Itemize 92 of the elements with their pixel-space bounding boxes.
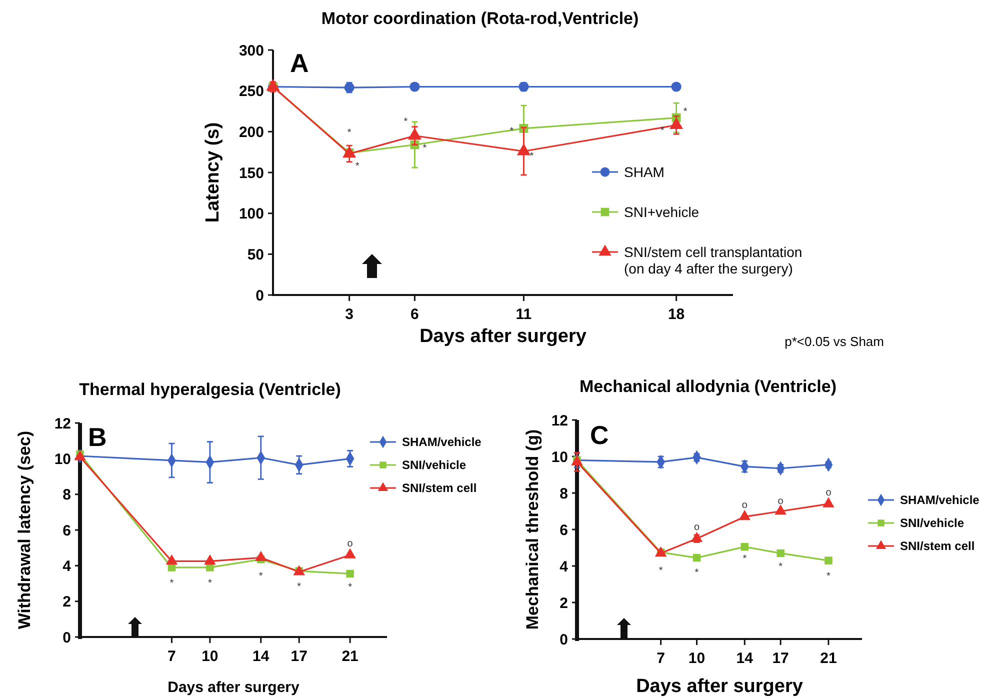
y-tick-label: 12	[54, 415, 71, 432]
y-tick-label: 10	[551, 448, 568, 466]
annotation: *	[355, 161, 360, 172]
x-axis-title: Days after surgery	[168, 679, 300, 696]
x-tick-label: 21	[820, 650, 837, 667]
y-axis-title: Withdrawal latency (sec)	[14, 430, 34, 630]
x-tick-label: 17	[772, 650, 789, 667]
legend-label: SNI/vehicle	[402, 458, 466, 472]
point	[204, 554, 216, 565]
x-tick-label: 18	[668, 306, 685, 323]
legend-label: SNI/stem cell	[402, 481, 477, 496]
legend-label: SHAM/vehicle	[402, 435, 482, 450]
chart-title: Motor coordination (Rota-rod,Ventricle)	[321, 9, 639, 28]
annotation: *	[658, 566, 663, 577]
y-tick-label: 2	[62, 594, 71, 611]
point	[738, 510, 751, 520]
y-axis-title: Mechanical threshold (g)	[522, 429, 542, 630]
annotation: o	[347, 538, 354, 550]
annotation: *	[348, 582, 352, 594]
x-tick-label: 6	[410, 306, 419, 323]
point	[822, 497, 834, 508]
annotation: *	[778, 562, 783, 573]
y-tick-label: 150	[238, 164, 264, 182]
y-tick-label: 0	[62, 629, 71, 646]
x-tick-label: 11	[516, 306, 532, 323]
legend-label: SNI+vehicle	[624, 204, 700, 220]
x-tick-label: 3	[345, 306, 354, 323]
annotation: *	[694, 567, 699, 578]
y-tick-label: 0	[560, 631, 568, 648]
text: p*<0.05 vs Sham	[784, 334, 884, 349]
point	[344, 548, 356, 558]
x-axis-title: Days after surgery	[420, 326, 587, 347]
y-tick-label: 8	[560, 485, 568, 502]
y-tick-label: 0	[256, 287, 264, 304]
annotation: *	[258, 570, 263, 582]
y-tick-label: 250	[238, 83, 264, 100]
y-tick-label: 100	[238, 206, 264, 223]
point	[740, 542, 749, 551]
annotation: B	[88, 422, 107, 452]
point	[776, 549, 784, 558]
annotation: *	[660, 126, 664, 137]
point	[774, 504, 786, 515]
x-tick-label: 10	[202, 648, 218, 665]
annotation: *	[170, 578, 174, 589]
annotation: o	[778, 496, 784, 507]
annotation: o	[694, 522, 700, 534]
y-axis-title: Latency (s)	[202, 122, 224, 223]
point	[824, 556, 832, 564]
annotation: *	[683, 106, 688, 118]
x-tick-label: 14	[736, 650, 754, 667]
annotation: o	[742, 500, 748, 512]
y-tick-label: 4	[62, 558, 72, 575]
legend-label: SNI/stem cell	[900, 539, 975, 554]
x-tick-label: 7	[168, 648, 176, 665]
annotation: *	[742, 553, 747, 564]
point	[166, 554, 178, 565]
point	[255, 550, 267, 562]
y-tick-label: 300	[238, 42, 264, 60]
x-axis-title: Days after surgery	[636, 676, 804, 697]
y-tick-label: 10	[54, 450, 71, 468]
y-tick-label: 8	[62, 486, 71, 504]
x-tick-label: 10	[688, 650, 706, 667]
annotation: *	[422, 143, 427, 154]
legend-label: SNI/vehicle	[900, 516, 964, 530]
y-tick-label: 12	[551, 412, 568, 430]
annotation: *	[826, 571, 831, 582]
annotation: *	[297, 581, 302, 592]
annotation: *	[530, 150, 534, 162]
legend-label: SHAM/vehicle	[900, 493, 980, 508]
y-tick-label: 50	[247, 246, 264, 264]
x-tick-label: 21	[342, 648, 358, 665]
annotation: C	[590, 420, 609, 450]
legend-label: SNI/stem cell transplantation (on day 4 after the surgery)	[624, 244, 802, 277]
annotation: A	[290, 48, 309, 78]
annotation: *	[404, 116, 408, 128]
y-tick-label: 6	[560, 522, 568, 539]
chart-title: Thermal hyperalgesia (Ventricle)	[79, 380, 341, 399]
legend-label: SHAM	[624, 164, 664, 180]
annotation: *	[208, 578, 212, 589]
annotation: o	[826, 487, 832, 498]
x-tick-label: 14	[252, 648, 270, 665]
x-tick-label: 7	[656, 650, 665, 667]
point	[690, 532, 703, 542]
point	[346, 570, 354, 578]
point	[692, 554, 701, 562]
y-tick-label: 6	[62, 522, 71, 540]
chart-title: Mechanical allodynia (Ventricle)	[580, 377, 836, 396]
x-tick-label: 17	[290, 648, 308, 665]
annotation: *	[347, 127, 352, 138]
y-tick-label: 200	[238, 124, 264, 141]
y-tick-label: 2	[560, 594, 568, 612]
y-tick-label: 4	[560, 558, 569, 576]
